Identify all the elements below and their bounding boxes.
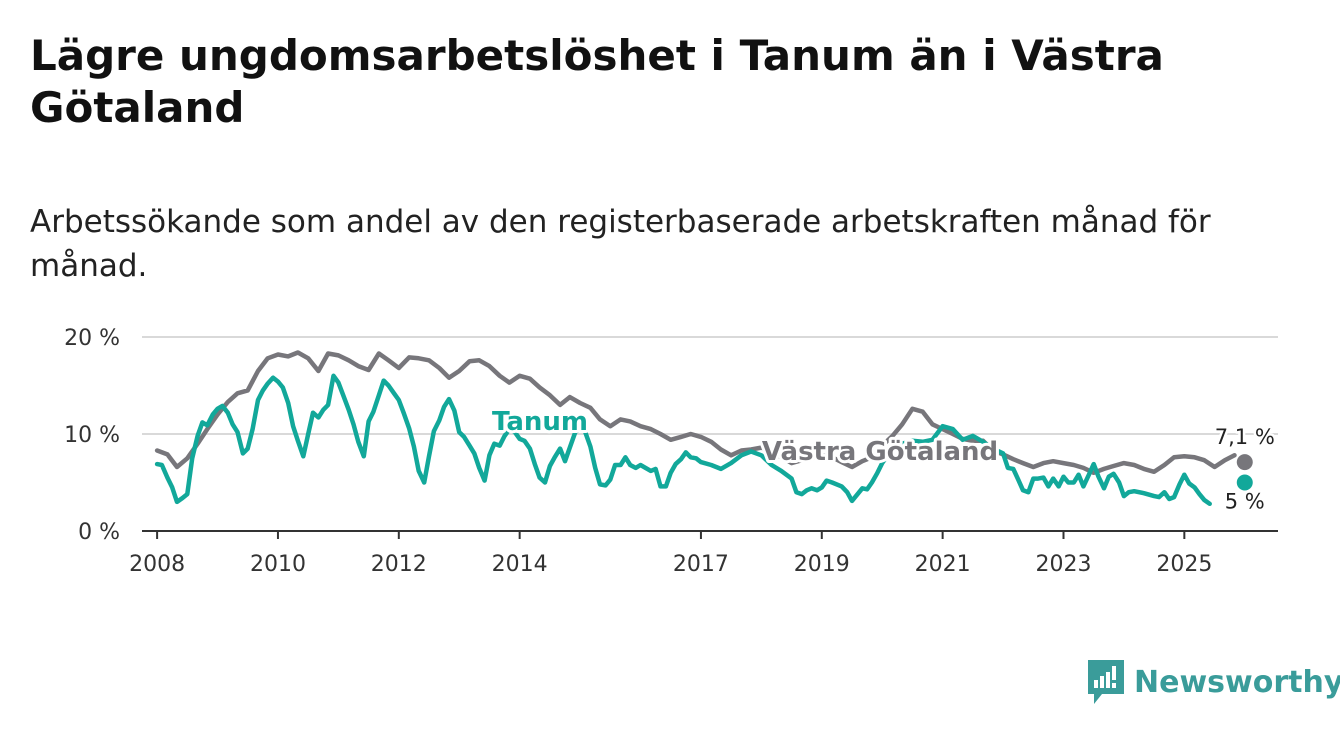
brand-name: Newsworthy — [1134, 664, 1340, 700]
x-tick-label: 2025 — [1156, 552, 1212, 577]
end-value-label: 7,1 % — [1215, 425, 1275, 449]
grid-lines — [142, 336, 1278, 435]
series-labels: 7,1 % Västra Götaland 5 % Tanum — [489, 404, 1277, 516]
series-line-tanum — [154, 373, 1212, 507]
x-tick-label: 2017 — [673, 552, 729, 577]
x-tick-label: 2012 — [371, 552, 427, 577]
x-tick-label: 2014 — [492, 552, 548, 577]
chart-title: Lägre ungdomsarbetslöshet i Tanum än i V… — [30, 31, 1164, 132]
x-tick-label: 2010 — [250, 552, 306, 577]
series-label-tanum: Tanum — [492, 407, 588, 437]
end-value-label: 5 % — [1225, 490, 1265, 514]
chart-subtitle: Arbetssökande som andel av den registerb… — [30, 204, 1211, 284]
y-tick-label: 10 % — [64, 423, 120, 448]
x-tick-label: 2021 — [915, 552, 971, 577]
newsworthy-logo-icon — [1088, 660, 1124, 704]
series-line-v-stra-g-taland — [154, 350, 1237, 476]
series-label-v-stra-g-taland: Västra Götaland — [762, 437, 998, 467]
x-tick-label: 2023 — [1035, 552, 1091, 577]
y-tick-label: 20 % — [64, 326, 120, 351]
y-tick-label: 0 % — [78, 520, 120, 545]
newsworthy-brand: Newsworthy — [1088, 660, 1340, 704]
axes: 0 % 10 % 20 % 2008 2010 2012 2014 2017 2019 2021 2… — [64, 326, 1278, 577]
series-lines — [154, 350, 1237, 507]
end-point-tanum — [1236, 474, 1253, 491]
end-point-v-stra-g-taland — [1236, 454, 1253, 471]
x-tick-label: 2008 — [129, 552, 185, 577]
x-tick-label: 2019 — [794, 552, 850, 577]
